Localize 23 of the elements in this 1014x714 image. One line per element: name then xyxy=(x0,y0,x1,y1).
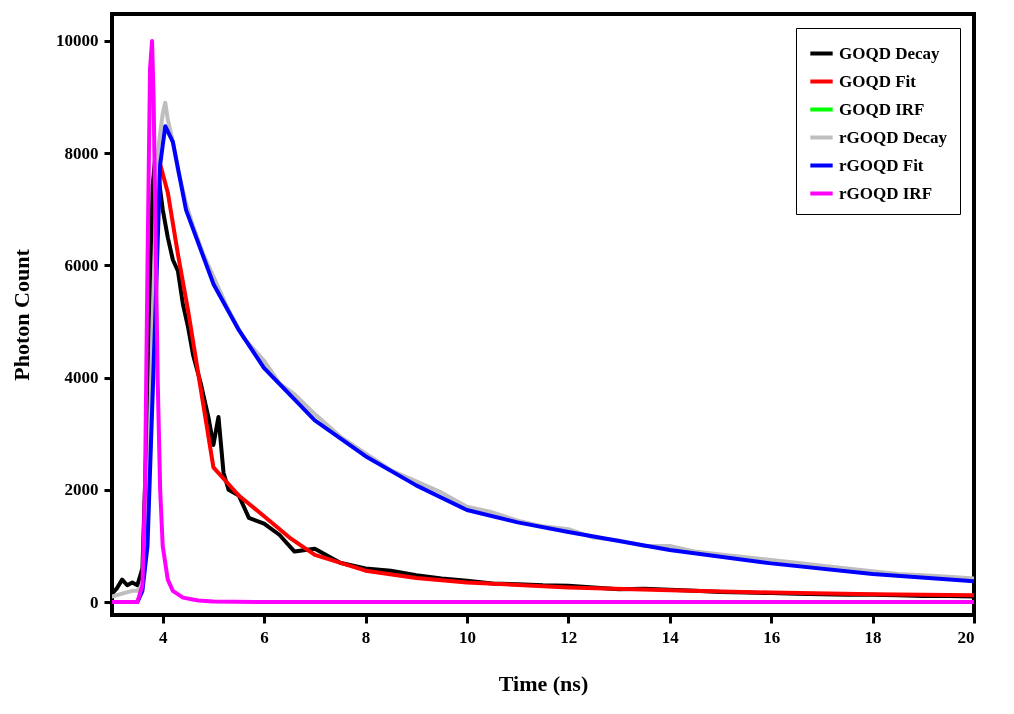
y-tick-label: 8000 xyxy=(64,143,99,163)
legend-label: GOQD Decay xyxy=(839,43,941,63)
legend-label: rGOQD IRF xyxy=(839,183,933,203)
x-tick-label: 8 xyxy=(361,627,371,647)
y-tick-label: 4000 xyxy=(64,368,99,388)
legend-label: rGOQD Fit xyxy=(839,155,924,175)
legend-label: GOQD IRF xyxy=(839,99,925,119)
x-tick-label: 20 xyxy=(957,627,975,647)
x-tick-label: 18 xyxy=(864,627,882,647)
x-tick-label: 10 xyxy=(458,627,476,647)
x-tick-label: 14 xyxy=(661,627,680,647)
x-tick-label: 6 xyxy=(260,627,269,647)
y-tick-label: 10000 xyxy=(56,31,99,51)
x-tick-label: 12 xyxy=(560,627,578,647)
x-tick-label: 16 xyxy=(763,627,781,647)
legend-label: rGOQD Decay xyxy=(839,127,948,147)
x-tick-label: 4 xyxy=(158,627,168,647)
y-axis-title: Photon Count xyxy=(9,248,34,381)
y-tick-label: 6000 xyxy=(64,255,99,275)
y-tick-label: 2000 xyxy=(64,480,99,500)
y-tick-label: 0 xyxy=(90,592,99,612)
legend-label: GOQD Fit xyxy=(839,71,917,91)
x-axis-title: Time (ns) xyxy=(498,670,589,696)
